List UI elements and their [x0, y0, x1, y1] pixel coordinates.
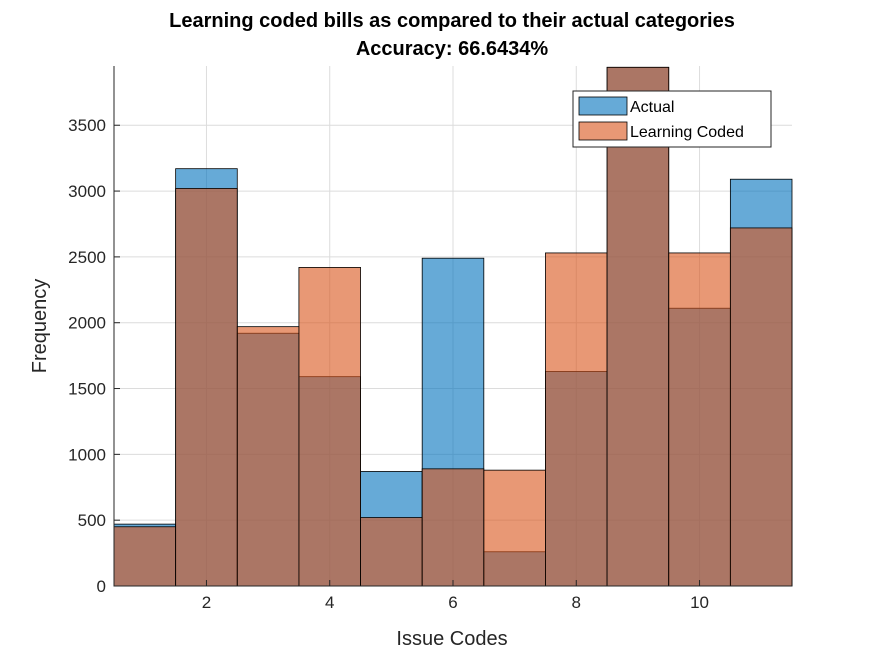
y-tick-label: 0	[97, 577, 106, 596]
y-tick-label: 2500	[68, 248, 106, 267]
x-tick-label: 6	[448, 593, 457, 612]
bar	[236, 326, 300, 587]
y-tick-label: 3500	[68, 116, 106, 135]
bar	[668, 252, 731, 587]
y-tick-label: 1500	[68, 380, 106, 399]
bar	[606, 66, 670, 587]
bar	[483, 469, 546, 587]
legend-label: Actual	[630, 99, 674, 116]
bar	[421, 468, 485, 587]
legend-swatch	[578, 96, 628, 116]
legend: Actual Learning Coded	[572, 90, 772, 148]
bars	[113, 66, 793, 587]
axes	[113, 66, 792, 587]
bar	[298, 267, 361, 587]
chart-title-line-1: Learning coded bills as compared to thei…	[169, 10, 735, 32]
y-tick-label: 3000	[68, 182, 106, 201]
x-tick-label: 2	[202, 593, 211, 612]
series-learning-coded	[113, 66, 793, 587]
bar	[729, 227, 793, 587]
x-tick-label: 4	[325, 593, 334, 612]
y-tick-label: 500	[78, 511, 106, 530]
bar	[545, 252, 608, 587]
bar	[175, 188, 238, 587]
x-axis-label: Issue Codes	[396, 628, 507, 650]
bar	[360, 517, 423, 587]
y-tick-label: 1000	[68, 445, 106, 464]
legend-label: Learning Coded	[630, 124, 744, 141]
legend-swatch	[578, 121, 628, 141]
chart-title: Learning coded bills as compared to thei…	[169, 10, 735, 60]
x-tick-label: 8	[572, 593, 581, 612]
x-tick-label: 10	[690, 593, 709, 612]
chart-title-line-2: Accuracy: 66.6434%	[356, 38, 549, 60]
tick-labels: 2 4 6 8 10 0 500 1000 1500 2000 2500 3000 3500	[68, 116, 709, 612]
bar	[113, 526, 177, 587]
y-axis-label: Frequency	[29, 279, 51, 374]
y-tick-label: 2000	[68, 314, 106, 333]
